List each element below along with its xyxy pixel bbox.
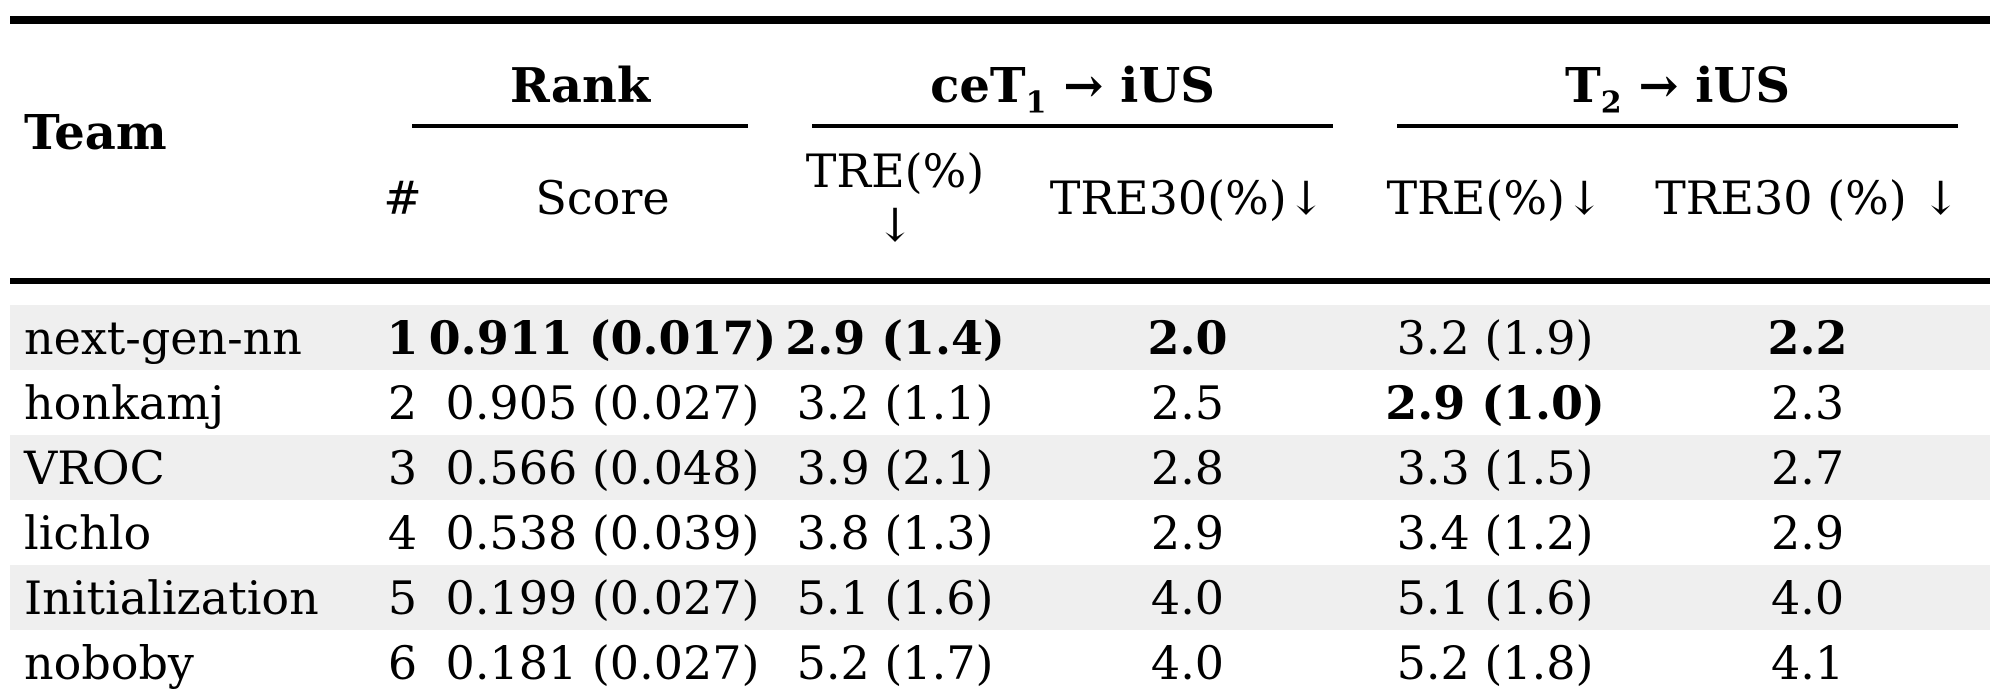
rank-number-cell: 2 xyxy=(387,375,418,430)
cet1-tre-cell: 5.2 (1.7) xyxy=(796,635,994,690)
rank-cmidrule xyxy=(412,124,748,128)
table-row: noboby 6 0.181 (0.027) 5.2 (1.7) 4.0 5.2… xyxy=(10,630,1990,694)
group-header-cet1-ius: ceT1 → iUS xyxy=(780,20,1365,128)
cet1-tre-column-header: TRE(%) ↓ xyxy=(780,128,1010,284)
cet1-tre30-cell: 2.0 xyxy=(1010,305,1366,370)
rank-score-column-header: Score xyxy=(425,128,780,284)
cet1-tre30-cell: 4.0 xyxy=(1150,635,1225,690)
group-header-row: Team Rank ceT1 → iUS T2 → iUS xyxy=(10,20,1990,284)
table-row: next-gen-nn 1 0.911 (0.017) 2.9 (1.4) 2.… xyxy=(10,305,1991,370)
rank-number-cell: 1 xyxy=(380,305,425,370)
rank-number-cell: 3 xyxy=(380,435,425,500)
group-header-rank: Rank xyxy=(380,20,780,128)
cet1-tre30-cell: 2.8 xyxy=(1010,435,1366,500)
rank-number-cell: 4 xyxy=(387,505,418,560)
spacer-row xyxy=(10,281,1991,305)
cet1-tre30-cell: 4.0 xyxy=(1010,565,1366,630)
t2-cmidrule xyxy=(1397,124,1959,128)
rank-number-cell: 5 xyxy=(380,565,425,630)
team-name: lichlo xyxy=(24,505,152,560)
team-name: VROC xyxy=(10,435,380,500)
team-name: noboby xyxy=(24,635,194,690)
team-name: Initialization xyxy=(10,565,380,630)
t2-tre-cell: 2.9 (1.0) xyxy=(1385,375,1605,430)
team-column-header: Team xyxy=(10,20,380,284)
group-header-t2-ius: T2 → iUS xyxy=(1365,20,1990,128)
t2-tre-cell: 3.2 (1.9) xyxy=(1365,305,1626,370)
table-row: honkamj 2 0.905 (0.027) 3.2 (1.1) 2.5 2.… xyxy=(10,370,1990,435)
rank-score-cell: 0.538 (0.039) xyxy=(445,505,760,560)
rank-score-cell: 0.181 (0.027) xyxy=(445,635,760,690)
t2-tre-cell: 5.1 (1.6) xyxy=(1365,565,1626,630)
cet1-tre-cell: 3.8 (1.3) xyxy=(796,505,994,560)
t2-tre30-cell: 2.2 xyxy=(1625,305,1991,370)
t2-tre30-cell: 2.9 xyxy=(1770,505,1845,560)
t2-tre-cell: 3.3 (1.5) xyxy=(1365,435,1626,500)
t2-tre30-cell: 4.0 xyxy=(1625,565,1991,630)
cet1-tre30-cell: 2.5 xyxy=(1150,375,1225,430)
cet1-tre-cell: 3.9 (2.1) xyxy=(780,435,1010,500)
group-label-cet1-ius: ceT1 → iUS xyxy=(930,58,1215,121)
t2-tre30-cell: 2.3 xyxy=(1770,375,1845,430)
rank-score-cell: 0.905 (0.027) xyxy=(445,375,760,430)
rank-score-cell: 0.199 (0.027) xyxy=(425,565,780,630)
t2-tre-column-header: TRE(%)↓ xyxy=(1365,128,1626,284)
results-table: Team Rank ceT1 → iUS T2 → iUS # Score TR… xyxy=(10,16,1991,694)
group-label-t2-ius: T2 → iUS xyxy=(1565,58,1791,121)
t2-tre30-column-header: TRE30 (%) ↓ xyxy=(1625,128,1991,284)
table-row: VROC 3 0.566 (0.048) 3.9 (2.1) 2.8 3.3 (… xyxy=(10,435,1991,500)
subheader-row: # Score TRE(%) ↓ TRE30(%)↓ TRE(%)↓ TRE30… xyxy=(10,128,1991,284)
cet1-cmidrule xyxy=(812,124,1334,128)
t2-tre-cell: 3.4 (1.2) xyxy=(1396,505,1594,560)
table-row: Initialization 5 0.199 (0.027) 5.1 (1.6)… xyxy=(10,565,1991,630)
rank-score-cell: 0.566 (0.048) xyxy=(425,435,780,500)
t2-tre30-cell: 2.7 xyxy=(1625,435,1991,500)
t2-tre-cell: 5.2 (1.8) xyxy=(1396,635,1594,690)
t2-tre30-cell: 4.1 xyxy=(1770,635,1845,690)
cet1-tre-cell: 3.2 (1.1) xyxy=(796,375,994,430)
cet1-tre-cell: 2.9 (1.4) xyxy=(780,305,1010,370)
rank-number-column-header: # xyxy=(380,128,425,284)
cet1-tre30-cell: 2.9 xyxy=(1150,505,1225,560)
rank-score-cell: 0.911 (0.017) xyxy=(425,305,780,370)
team-name: honkamj xyxy=(24,375,225,430)
cet1-tre30-column-header: TRE30(%)↓ xyxy=(1010,128,1366,284)
cet1-tre-cell: 5.1 (1.6) xyxy=(780,565,1010,630)
rank-number-cell: 6 xyxy=(387,635,418,690)
group-label-rank: Rank xyxy=(509,58,651,114)
table-row: lichlo 4 0.538 (0.039) 3.8 (1.3) 2.9 3.4… xyxy=(10,500,1990,565)
team-name: next-gen-nn xyxy=(10,305,380,370)
